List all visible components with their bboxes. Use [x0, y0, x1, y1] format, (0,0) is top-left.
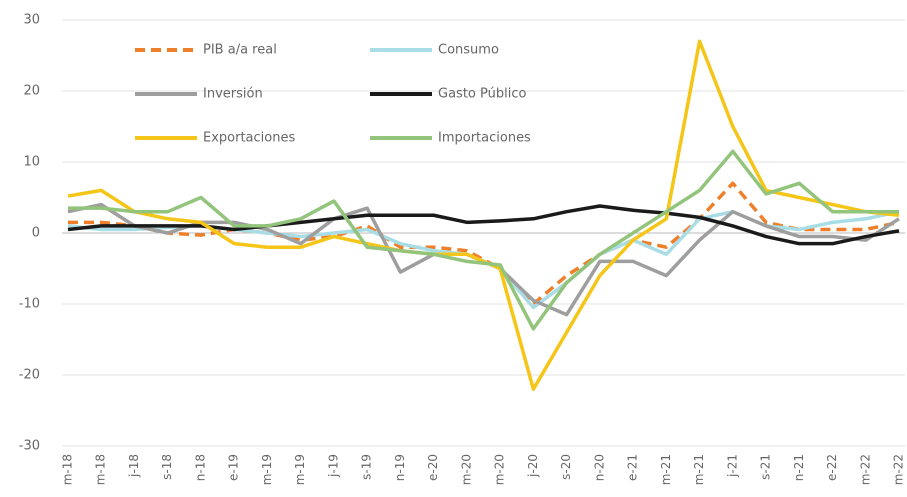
x-tick-label: e-21 — [626, 454, 640, 481]
legend-label: Importaciones — [438, 131, 531, 146]
y-tick-label: -30 — [19, 439, 40, 454]
x-tick-label: j-18 — [127, 454, 141, 478]
legend-label: Gasto Público — [438, 87, 526, 102]
series-line — [68, 149, 899, 331]
x-tick-label: m-22 — [858, 454, 872, 485]
x-tick-label: m-21 — [659, 454, 673, 485]
y-tick-label: 30 — [23, 13, 40, 28]
x-tick-label: n-19 — [393, 454, 407, 481]
x-tick-label: n-21 — [792, 454, 806, 481]
series-line — [68, 181, 900, 306]
x-tick-label: e-22 — [825, 454, 839, 481]
x-tick-label: m-18 — [94, 454, 108, 485]
x-tick-label: s-19 — [360, 454, 374, 480]
x-tick-label: e-20 — [426, 454, 440, 481]
y-tick-label: 0 — [32, 226, 40, 241]
legend-label: Consumo — [438, 43, 499, 58]
series-line — [67, 39, 900, 391]
y-tick-label: -10 — [19, 297, 40, 312]
x-tick-label: j-19 — [326, 454, 340, 478]
x-tick-label: m-19 — [260, 454, 274, 485]
legend-label: PIB a/a real — [203, 43, 277, 58]
x-tick-label: m-19 — [293, 454, 307, 485]
x-tick-label: m-20 — [493, 454, 507, 485]
x-tick-label: s-20 — [559, 454, 573, 480]
x-tick-label: s-18 — [160, 454, 174, 480]
y-tick-label: -20 — [19, 368, 40, 383]
x-tick-label: n-18 — [193, 454, 207, 481]
y-tick-label: 20 — [23, 84, 40, 99]
y-tick-label: 10 — [23, 155, 40, 170]
x-tick-label: j-21 — [725, 454, 739, 478]
x-tick-label: m-20 — [459, 454, 473, 485]
legend-label: Exportaciones — [203, 131, 295, 146]
x-tick-label: s-21 — [759, 454, 773, 480]
x-tick-label: m-18 — [61, 454, 75, 485]
x-tick-label: e-19 — [227, 454, 241, 481]
x-tick-label: m-21 — [692, 454, 706, 485]
x-tick-label: j-20 — [526, 454, 540, 478]
legend-label: Inversión — [203, 87, 263, 102]
x-tick-label: m-22 — [892, 454, 906, 485]
x-tick-label: n-20 — [592, 454, 606, 481]
